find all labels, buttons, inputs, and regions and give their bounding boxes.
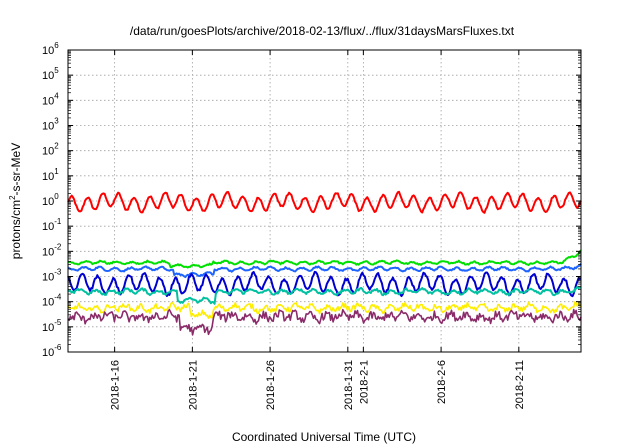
series-line-7 <box>67 308 582 336</box>
y-tick-label: 10-6 <box>42 343 62 359</box>
x-tick-label: 2018-2-1 <box>358 360 370 404</box>
series-line-5 <box>67 285 581 305</box>
x-tick-label: 2018-2-6 <box>436 360 448 404</box>
y-tick-label: 10-2 <box>42 242 62 258</box>
y-tick-label: 100 <box>42 192 59 208</box>
y-axis-label-rest: -s-sr-MeV <box>9 143 23 196</box>
series-layer <box>67 190 582 336</box>
y-tick-label: 104 <box>42 91 59 107</box>
y-tick-label: 101 <box>42 167 59 183</box>
x-tick-label: 2018-1-21 <box>187 360 199 410</box>
y-axis-label-base: protons/cm <box>9 200 23 259</box>
chart-title: /data/run/goesPlots/archive/2018-02-13/f… <box>130 24 515 38</box>
series-line-6 <box>67 301 582 320</box>
y-tick-label: 102 <box>42 142 59 158</box>
x-axis-ticks: 2018-1-16 2018-1-21 2018-1-26 2018-1-31 2018… <box>110 50 526 410</box>
x-tick-label: 2018-2-11 <box>514 360 526 409</box>
y-tick-label: 10-4 <box>42 293 62 309</box>
y-tick-label: 105 <box>42 66 59 82</box>
y-axis-label: protons/cm2-s-sr-MeV <box>8 143 23 259</box>
y-axis-label-sup: 2 <box>8 195 17 200</box>
y-tick-label: 106 <box>42 41 59 57</box>
x-axis-label: Coordinated Universal Time (UTC) <box>232 430 416 444</box>
y-tick-label: 10-3 <box>42 268 62 284</box>
grid-layer <box>68 50 581 352</box>
y-tick-label: 103 <box>42 117 59 133</box>
series-line-1 <box>67 190 582 214</box>
x-tick-label: 2018-1-16 <box>110 360 122 410</box>
x-tick-label: 2018-1-31 <box>343 360 355 410</box>
series-line-2 <box>67 249 582 269</box>
y-tick-label: 10-1 <box>42 217 62 233</box>
y-axis-ticks: 10-6 10-5 10-4 10-3 10-2 10-1 100 101 102 103 104 1… <box>42 41 581 359</box>
y-tick-label: 10-5 <box>42 318 62 334</box>
x-tick-label: 2018-1-26 <box>265 360 277 410</box>
series-line-3 <box>67 263 582 279</box>
